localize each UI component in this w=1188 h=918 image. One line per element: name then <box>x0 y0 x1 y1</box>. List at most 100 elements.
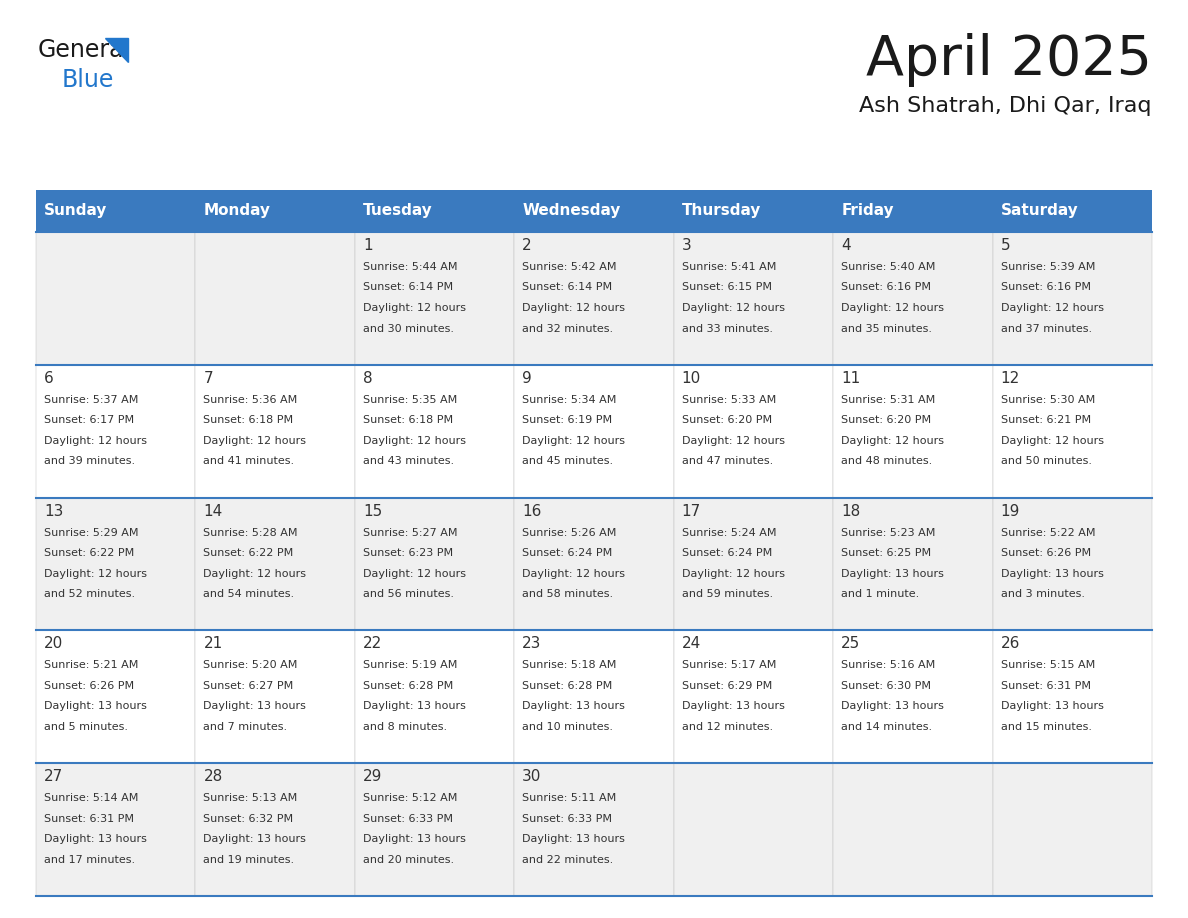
Text: Sunrise: 5:34 AM: Sunrise: 5:34 AM <box>523 395 617 405</box>
Text: Sunset: 6:19 PM: Sunset: 6:19 PM <box>523 415 612 425</box>
Text: Daylight: 12 hours: Daylight: 12 hours <box>362 303 466 313</box>
Bar <box>514 498 674 631</box>
Text: Sunset: 6:24 PM: Sunset: 6:24 PM <box>682 548 772 558</box>
Bar <box>674 364 833 498</box>
Text: Sunrise: 5:14 AM: Sunrise: 5:14 AM <box>44 793 138 803</box>
Text: and 20 minutes.: and 20 minutes. <box>362 855 454 865</box>
Text: Sunrise: 5:44 AM: Sunrise: 5:44 AM <box>362 262 457 272</box>
Polygon shape <box>105 38 128 62</box>
Bar <box>355 498 514 631</box>
Text: and 37 minutes.: and 37 minutes. <box>1000 323 1092 333</box>
Text: 25: 25 <box>841 636 860 652</box>
Text: Sunrise: 5:41 AM: Sunrise: 5:41 AM <box>682 262 776 272</box>
Text: 23: 23 <box>523 636 542 652</box>
Bar <box>355 631 514 763</box>
Text: Sunrise: 5:18 AM: Sunrise: 5:18 AM <box>523 660 617 670</box>
Text: 29: 29 <box>362 769 383 784</box>
Bar <box>355 190 514 232</box>
Text: Saturday: Saturday <box>1000 204 1079 218</box>
Text: 12: 12 <box>1000 371 1019 386</box>
Text: Sunset: 6:16 PM: Sunset: 6:16 PM <box>841 283 931 293</box>
Text: and 58 minutes.: and 58 minutes. <box>523 589 613 599</box>
Text: Sunrise: 5:13 AM: Sunrise: 5:13 AM <box>203 793 298 803</box>
Text: Sunset: 6:15 PM: Sunset: 6:15 PM <box>682 283 772 293</box>
Text: and 50 minutes.: and 50 minutes. <box>1000 456 1092 466</box>
Text: and 47 minutes.: and 47 minutes. <box>682 456 773 466</box>
Text: Sunset: 6:18 PM: Sunset: 6:18 PM <box>362 415 453 425</box>
Text: Sunrise: 5:20 AM: Sunrise: 5:20 AM <box>203 660 298 670</box>
Text: April 2025: April 2025 <box>866 33 1152 87</box>
Bar <box>833 190 992 232</box>
Text: Daylight: 13 hours: Daylight: 13 hours <box>203 834 307 845</box>
Text: and 12 minutes.: and 12 minutes. <box>682 722 773 732</box>
Text: and 3 minutes.: and 3 minutes. <box>1000 589 1085 599</box>
Bar <box>196 364 355 498</box>
Bar <box>36 498 196 631</box>
Text: Sunset: 6:14 PM: Sunset: 6:14 PM <box>523 283 612 293</box>
Bar <box>992 631 1152 763</box>
Text: Sunset: 6:25 PM: Sunset: 6:25 PM <box>841 548 931 558</box>
Text: 21: 21 <box>203 636 222 652</box>
Text: Daylight: 13 hours: Daylight: 13 hours <box>44 701 147 711</box>
Text: and 54 minutes.: and 54 minutes. <box>203 589 295 599</box>
Bar <box>833 631 992 763</box>
Text: and 43 minutes.: and 43 minutes. <box>362 456 454 466</box>
Text: Daylight: 12 hours: Daylight: 12 hours <box>682 303 785 313</box>
Text: Sunset: 6:33 PM: Sunset: 6:33 PM <box>523 813 612 823</box>
Text: Daylight: 13 hours: Daylight: 13 hours <box>523 701 625 711</box>
Text: and 56 minutes.: and 56 minutes. <box>362 589 454 599</box>
Text: 27: 27 <box>44 769 63 784</box>
Bar <box>674 763 833 896</box>
Bar <box>514 232 674 364</box>
Bar <box>514 631 674 763</box>
Text: Sunset: 6:26 PM: Sunset: 6:26 PM <box>44 681 134 691</box>
Text: Tuesday: Tuesday <box>362 204 432 218</box>
Bar <box>36 364 196 498</box>
Text: Sunset: 6:20 PM: Sunset: 6:20 PM <box>682 415 772 425</box>
Text: Sunset: 6:14 PM: Sunset: 6:14 PM <box>362 283 453 293</box>
Text: 5: 5 <box>1000 238 1010 253</box>
Text: Monday: Monday <box>203 204 271 218</box>
Bar <box>992 763 1152 896</box>
Text: 3: 3 <box>682 238 691 253</box>
Text: Sunset: 6:28 PM: Sunset: 6:28 PM <box>362 681 453 691</box>
Bar <box>833 498 992 631</box>
Text: Daylight: 12 hours: Daylight: 12 hours <box>362 436 466 446</box>
Text: Daylight: 12 hours: Daylight: 12 hours <box>523 568 625 578</box>
Bar <box>992 190 1152 232</box>
Text: and 32 minutes.: and 32 minutes. <box>523 323 613 333</box>
Text: Daylight: 13 hours: Daylight: 13 hours <box>1000 701 1104 711</box>
Bar <box>833 364 992 498</box>
Bar <box>36 763 196 896</box>
Text: Sunrise: 5:29 AM: Sunrise: 5:29 AM <box>44 528 139 538</box>
Bar <box>196 190 355 232</box>
Text: Daylight: 13 hours: Daylight: 13 hours <box>362 701 466 711</box>
Bar <box>514 763 674 896</box>
Text: and 17 minutes.: and 17 minutes. <box>44 855 135 865</box>
Text: Sunrise: 5:30 AM: Sunrise: 5:30 AM <box>1000 395 1095 405</box>
Text: Daylight: 13 hours: Daylight: 13 hours <box>1000 568 1104 578</box>
Text: Daylight: 13 hours: Daylight: 13 hours <box>841 568 944 578</box>
Text: 19: 19 <box>1000 504 1020 519</box>
Text: Sunset: 6:24 PM: Sunset: 6:24 PM <box>523 548 613 558</box>
Text: General: General <box>38 38 131 62</box>
Text: and 5 minutes.: and 5 minutes. <box>44 722 128 732</box>
Text: Daylight: 12 hours: Daylight: 12 hours <box>523 436 625 446</box>
Text: Sunset: 6:27 PM: Sunset: 6:27 PM <box>203 681 293 691</box>
Text: Sunrise: 5:24 AM: Sunrise: 5:24 AM <box>682 528 776 538</box>
Text: Sunset: 6:23 PM: Sunset: 6:23 PM <box>362 548 453 558</box>
Text: Sunset: 6:31 PM: Sunset: 6:31 PM <box>44 813 134 823</box>
Text: Sunset: 6:29 PM: Sunset: 6:29 PM <box>682 681 772 691</box>
Text: Daylight: 13 hours: Daylight: 13 hours <box>203 701 307 711</box>
Text: Sunrise: 5:15 AM: Sunrise: 5:15 AM <box>1000 660 1095 670</box>
Bar <box>992 232 1152 364</box>
Bar <box>36 232 196 364</box>
Text: 17: 17 <box>682 504 701 519</box>
Bar <box>833 763 992 896</box>
Text: Sunset: 6:22 PM: Sunset: 6:22 PM <box>203 548 293 558</box>
Text: Daylight: 12 hours: Daylight: 12 hours <box>682 568 785 578</box>
Bar <box>196 631 355 763</box>
Text: 2: 2 <box>523 238 532 253</box>
Bar <box>674 631 833 763</box>
Bar <box>674 498 833 631</box>
